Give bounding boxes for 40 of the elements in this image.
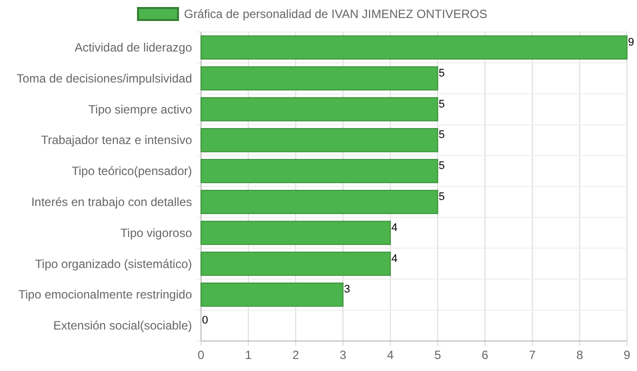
bar <box>200 158 438 184</box>
y-tick-label: Actividad de liderazgo <box>74 40 192 54</box>
data-label: 3 <box>344 284 350 296</box>
x-tick-label: 2 <box>292 348 300 362</box>
data-label: 5 <box>438 67 445 80</box>
y-tick-label: Toma de decisiones/impulsividad <box>16 71 192 86</box>
y-tick-label: Tipo emocionalmente restringido <box>18 288 192 302</box>
data-label: 4 <box>391 222 398 234</box>
bar <box>200 190 438 214</box>
x-tick-label: 0 <box>198 348 205 362</box>
bar <box>200 35 628 60</box>
y-tick-label: Tipo teórico(pensador) <box>72 164 192 178</box>
y-tick-label: Trabajador tenaz e intensivo <box>41 133 192 148</box>
x-tick-label: 1 <box>244 348 252 362</box>
x-tick-label: 6 <box>482 348 489 362</box>
bar <box>200 128 438 152</box>
bar <box>200 97 438 122</box>
data-label: 9 <box>628 36 634 48</box>
x-tick-label: 8 <box>576 348 584 362</box>
data-label: 5 <box>438 190 445 203</box>
x-tick-label: 4 <box>386 348 394 362</box>
y-tick-label: Extensión social(sociable) <box>53 318 192 333</box>
bar <box>200 252 391 276</box>
bar <box>200 220 391 245</box>
x-tick-label: 9 <box>624 348 631 362</box>
y-tick-label: Tipo organizado (sistemático) <box>35 256 192 271</box>
bar <box>200 282 344 307</box>
x-tick-label: 3 <box>340 348 347 362</box>
data-label: 5 <box>438 129 445 142</box>
bar <box>200 66 438 90</box>
data-label: 5 <box>438 98 445 110</box>
data-label: 5 <box>438 160 445 172</box>
x-tick-label: 5 <box>434 348 442 362</box>
y-tick-label: Interés en trabajo con detalles <box>31 194 192 209</box>
data-label: 0 <box>202 314 208 327</box>
data-label: 4 <box>391 252 398 265</box>
y-tick-label: Tipo siempre activo <box>88 102 192 116</box>
y-tick-label: Tipo vigoroso <box>120 226 192 240</box>
x-tick-label: 7 <box>528 348 536 362</box>
legend-label: Gráfica de personalidad de IVAN JIMENEZ ONTIVEROS <box>184 7 488 21</box>
